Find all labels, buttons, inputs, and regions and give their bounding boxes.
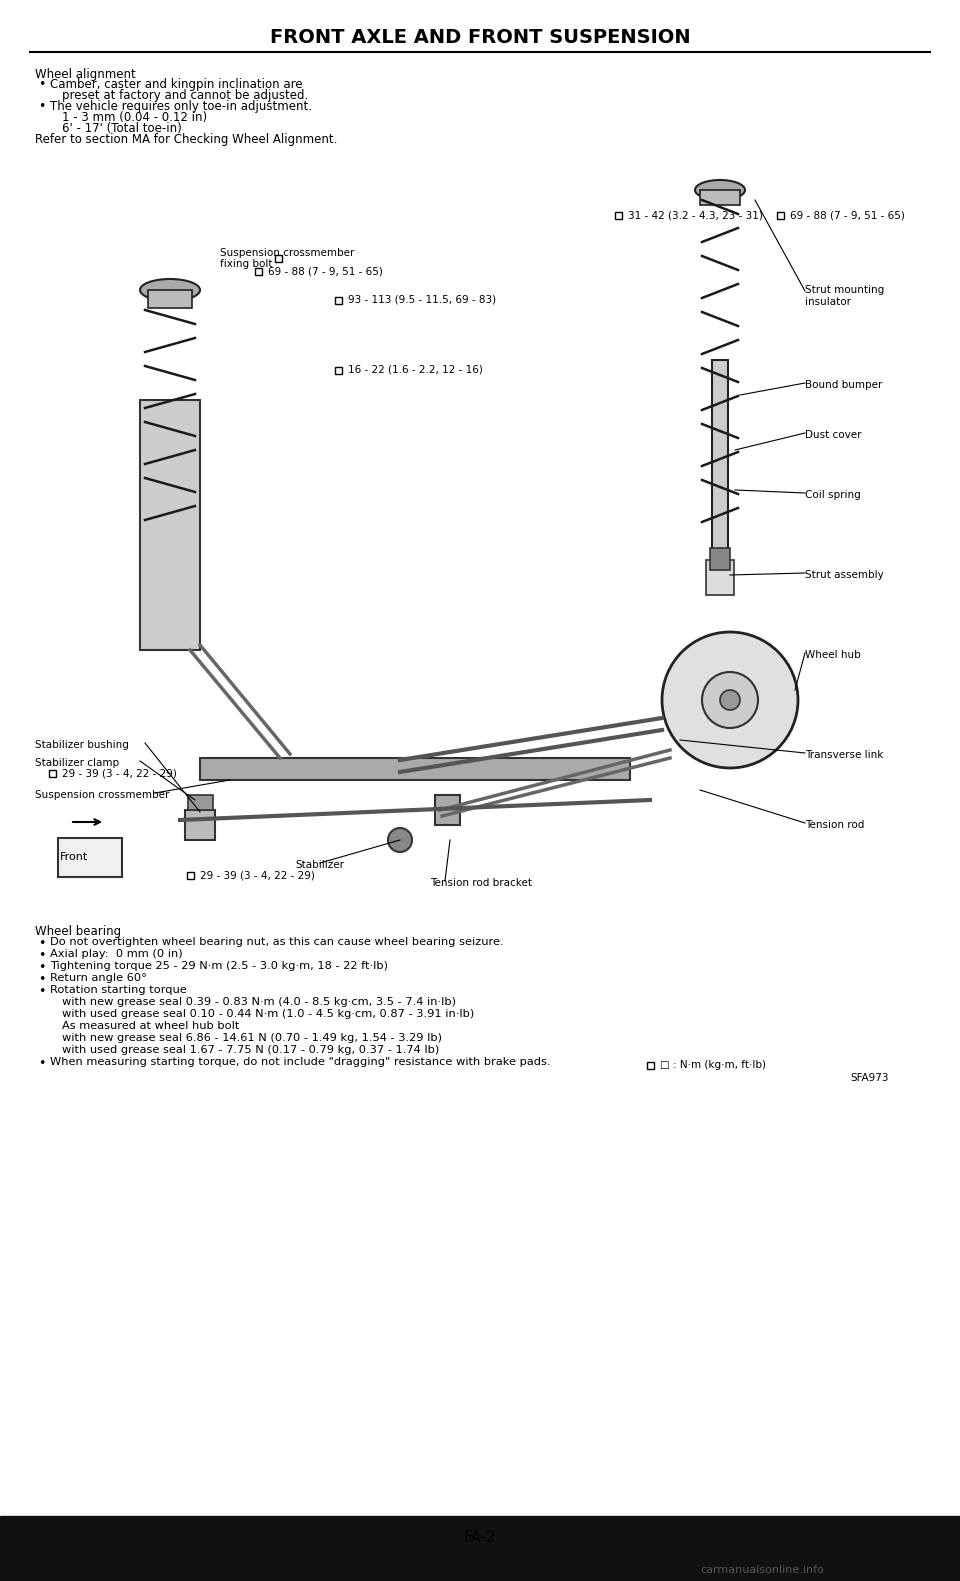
Text: Tension rod: Tension rod xyxy=(805,821,864,830)
Text: with used grease seal 0.10 - 0.44 N·m (1.0 - 4.5 kg·cm, 0.87 - 3.91 in·lb): with used grease seal 0.10 - 0.44 N·m (1… xyxy=(62,1009,474,1020)
Bar xyxy=(334,367,342,373)
Text: Do not overtighten wheel bearing nut, as this can cause wheel bearing seizure.: Do not overtighten wheel bearing nut, as… xyxy=(50,938,504,947)
Text: •: • xyxy=(38,938,45,950)
Text: Suspension crossmember: Suspension crossmember xyxy=(220,248,354,258)
FancyBboxPatch shape xyxy=(58,838,122,877)
Text: •: • xyxy=(38,949,45,961)
Circle shape xyxy=(662,632,798,768)
Text: Wheel bearing: Wheel bearing xyxy=(35,925,121,938)
Text: The vehicle requires only toe-in adjustment.: The vehicle requires only toe-in adjustm… xyxy=(50,100,312,112)
Text: with used grease seal 1.67 - 7.75 N (0.17 - 0.79 kg, 0.37 - 1.74 lb): with used grease seal 1.67 - 7.75 N (0.1… xyxy=(62,1045,440,1055)
Text: Camber, caster and kingpin inclination are: Camber, caster and kingpin inclination a… xyxy=(50,77,302,92)
Bar xyxy=(700,190,740,206)
Bar xyxy=(188,795,213,809)
Text: 29 - 39 (3 - 4, 22 - 29): 29 - 39 (3 - 4, 22 - 29) xyxy=(200,870,315,881)
Circle shape xyxy=(702,672,758,727)
Text: Stabilizer: Stabilizer xyxy=(295,860,344,870)
Text: 93 - 113 (9.5 - 11.5, 69 - 83): 93 - 113 (9.5 - 11.5, 69 - 83) xyxy=(348,296,496,305)
Text: •: • xyxy=(38,972,45,987)
Bar xyxy=(710,549,730,571)
Bar xyxy=(777,212,783,218)
Text: with new grease seal 6.86 - 14.61 N (0.70 - 1.49 kg, 1.54 - 3.29 lb): with new grease seal 6.86 - 14.61 N (0.7… xyxy=(62,1032,442,1043)
Text: carmanualsonline.info: carmanualsonline.info xyxy=(700,1565,824,1575)
Text: Suspension crossmember: Suspension crossmember xyxy=(35,790,169,800)
Bar xyxy=(200,757,630,779)
Bar xyxy=(0,1516,960,1581)
Bar xyxy=(646,1061,654,1069)
Text: •: • xyxy=(38,1058,45,1070)
Bar xyxy=(49,770,56,776)
Bar xyxy=(334,297,342,304)
Text: •: • xyxy=(38,961,45,974)
Ellipse shape xyxy=(695,180,745,201)
Bar xyxy=(148,289,192,308)
Text: fixing bolt: fixing bolt xyxy=(220,259,273,269)
Text: with new grease seal 0.39 - 0.83 N·m (4.0 - 8.5 kg·cm, 3.5 - 7.4 in·lb): with new grease seal 0.39 - 0.83 N·m (4.… xyxy=(62,998,456,1007)
Bar xyxy=(140,400,200,650)
Text: Stabilizer bushing: Stabilizer bushing xyxy=(35,740,129,749)
Text: 31 - 42 (3.2 - 4.3, 23 - 31): 31 - 42 (3.2 - 4.3, 23 - 31) xyxy=(628,210,763,220)
Text: FA-2: FA-2 xyxy=(464,1530,496,1545)
Text: SFA973: SFA973 xyxy=(850,1073,889,1083)
Text: Refer to section MA for Checking Wheel Alignment.: Refer to section MA for Checking Wheel A… xyxy=(35,133,337,145)
Circle shape xyxy=(720,689,740,710)
Text: Dust cover: Dust cover xyxy=(805,430,861,440)
Text: •: • xyxy=(38,985,45,998)
Text: Wheel alignment: Wheel alignment xyxy=(35,68,135,81)
Text: preset at factory and cannot be adjusted.: preset at factory and cannot be adjusted… xyxy=(62,89,308,103)
Text: Strut mounting
insulator: Strut mounting insulator xyxy=(805,285,884,307)
Text: Transverse link: Transverse link xyxy=(805,749,883,760)
Circle shape xyxy=(388,828,412,852)
Bar xyxy=(254,267,261,275)
Text: FRONT AXLE AND FRONT SUSPENSION: FRONT AXLE AND FRONT SUSPENSION xyxy=(270,28,690,47)
Text: Wheel hub: Wheel hub xyxy=(805,650,861,659)
Bar xyxy=(275,255,281,261)
Text: Coil spring: Coil spring xyxy=(805,490,861,500)
Text: Tension rod bracket: Tension rod bracket xyxy=(430,877,532,889)
Text: 29 - 39 (3 - 4, 22 - 29): 29 - 39 (3 - 4, 22 - 29) xyxy=(62,768,177,778)
Text: Stabilizer clamp: Stabilizer clamp xyxy=(35,757,119,768)
Text: Rotation starting torque: Rotation starting torque xyxy=(50,985,187,994)
Text: Return angle 60°: Return angle 60° xyxy=(50,972,147,983)
Text: 1 - 3 mm (0.04 - 0.12 in): 1 - 3 mm (0.04 - 0.12 in) xyxy=(62,111,207,123)
Bar xyxy=(712,360,728,560)
Text: 69 - 88 (7 - 9, 51 - 65): 69 - 88 (7 - 9, 51 - 65) xyxy=(268,266,383,277)
Text: 16 - 22 (1.6 - 2.2, 12 - 16): 16 - 22 (1.6 - 2.2, 12 - 16) xyxy=(348,365,483,375)
Text: Strut assembly: Strut assembly xyxy=(805,571,884,580)
Text: Front: Front xyxy=(60,852,88,862)
Text: Tightening torque 25 - 29 N·m (2.5 - 3.0 kg·m, 18 - 22 ft·lb): Tightening torque 25 - 29 N·m (2.5 - 3.0… xyxy=(50,961,388,971)
Text: Axial play:  0 mm (0 in): Axial play: 0 mm (0 in) xyxy=(50,949,182,960)
Text: When measuring starting torque, do not include "dragging" resistance with brake : When measuring starting torque, do not i… xyxy=(50,1058,550,1067)
Bar xyxy=(706,560,734,594)
Text: □ : N·m (kg·m, ft·lb): □ : N·m (kg·m, ft·lb) xyxy=(660,1059,766,1070)
Text: •: • xyxy=(38,77,45,92)
Text: 6' - 17' (Total toe-in): 6' - 17' (Total toe-in) xyxy=(62,122,181,134)
Text: 69 - 88 (7 - 9, 51 - 65): 69 - 88 (7 - 9, 51 - 65) xyxy=(790,210,905,220)
Text: •: • xyxy=(38,100,45,112)
Bar xyxy=(614,212,621,218)
Bar xyxy=(186,871,194,879)
Text: As measured at wheel hub bolt: As measured at wheel hub bolt xyxy=(62,1021,239,1031)
Bar xyxy=(435,795,460,825)
Bar xyxy=(185,809,215,840)
Ellipse shape xyxy=(140,278,200,300)
Text: Bound bumper: Bound bumper xyxy=(805,379,882,391)
